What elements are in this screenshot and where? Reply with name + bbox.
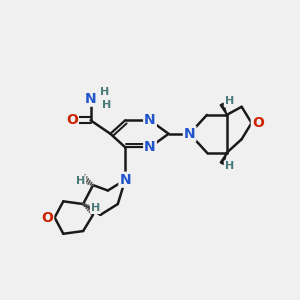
Polygon shape	[220, 103, 227, 115]
Text: N: N	[119, 173, 131, 187]
Text: O: O	[41, 211, 53, 225]
Text: N: N	[144, 113, 156, 127]
Text: H: H	[76, 176, 85, 186]
Polygon shape	[220, 153, 227, 164]
Text: H: H	[225, 96, 234, 106]
Text: H: H	[102, 100, 111, 110]
Text: H: H	[100, 87, 109, 97]
Text: N: N	[184, 127, 195, 141]
Text: O: O	[252, 116, 264, 130]
Text: N: N	[144, 140, 156, 154]
Text: O: O	[66, 113, 78, 127]
Text: H: H	[225, 161, 234, 171]
Text: H: H	[91, 203, 100, 213]
Text: N: N	[85, 92, 96, 106]
